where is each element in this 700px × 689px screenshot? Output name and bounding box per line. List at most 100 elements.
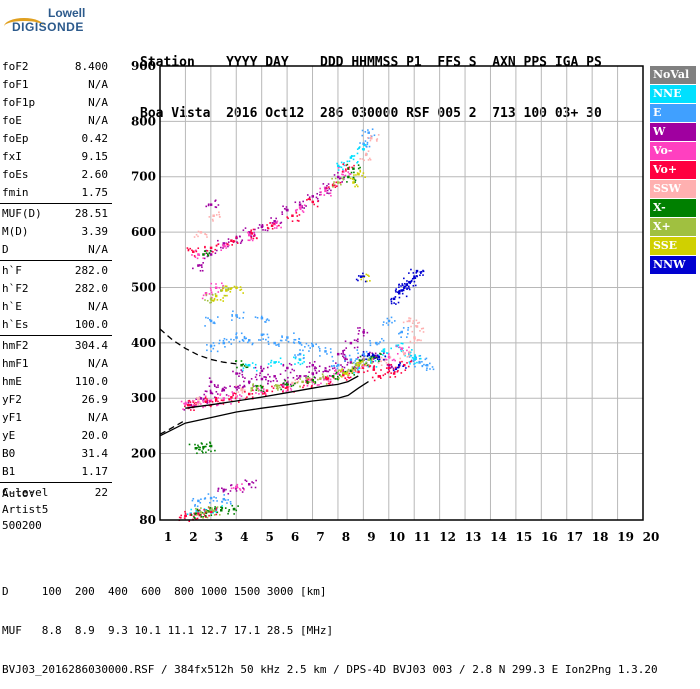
data-point-echo — [194, 517, 196, 519]
data-point-echo — [279, 357, 282, 360]
data-point-echo — [188, 399, 191, 402]
param-row: h`F 282.0 — [0, 262, 112, 280]
param-row: C-level 22 — [0, 484, 112, 502]
data-point-echo — [180, 400, 183, 403]
data-point-echo — [340, 375, 343, 378]
data-point-echo — [357, 327, 359, 329]
data-point-echo — [420, 270, 423, 273]
data-point-echo — [322, 183, 325, 185]
data-point-echo — [269, 222, 271, 224]
logo-line2: DIGISONDE — [12, 20, 84, 34]
data-point — [298, 375, 302, 378]
data-point-echo — [223, 489, 226, 492]
data-point-echo — [284, 383, 287, 386]
data-point-echo — [350, 171, 353, 174]
data-point-echo — [228, 341, 230, 343]
data-point-echo — [252, 389, 254, 392]
data-point-echo — [268, 319, 270, 322]
data-point-echo — [367, 364, 370, 366]
legend-item-vo-: Vo+ — [650, 161, 696, 179]
data-point-echo — [429, 362, 431, 365]
data-point-echo — [254, 366, 257, 369]
data-point-echo — [387, 324, 390, 326]
data-point-echo — [389, 376, 392, 378]
data-point — [194, 512, 198, 515]
data-point-echo — [198, 402, 201, 404]
data-point-echo — [240, 332, 243, 335]
data-point-echo — [365, 152, 367, 155]
data-point-echo — [233, 392, 235, 394]
data-point-echo — [416, 275, 418, 278]
data-point-echo — [415, 319, 418, 322]
data-point — [387, 366, 391, 370]
data-point-echo — [366, 143, 369, 146]
param-name: hmE — [2, 375, 22, 388]
data-point-echo — [208, 385, 211, 388]
data-point-echo — [330, 365, 333, 367]
data-point-echo — [239, 398, 241, 400]
data-point-echo — [221, 289, 224, 292]
data-point-echo — [242, 317, 244, 319]
data-point-echo — [195, 404, 198, 407]
data-point-echo — [222, 287, 225, 290]
data-point-echo — [261, 225, 263, 228]
data-point-echo — [385, 322, 388, 324]
data-point-echo — [391, 321, 393, 324]
data-point-echo — [318, 365, 321, 368]
data-point-echo — [349, 376, 352, 379]
data-point-echo — [219, 393, 222, 395]
data-point-echo — [243, 380, 245, 383]
data-point-echo — [199, 448, 201, 451]
param-row: MUF(D) 28.51 — [0, 205, 112, 223]
data-point-echo — [202, 448, 205, 450]
data-point-echo — [212, 347, 215, 350]
data-point-echo — [205, 293, 208, 296]
data-point-echo — [316, 205, 319, 208]
data-point-echo — [178, 516, 181, 519]
data-point-echo — [408, 355, 410, 357]
data-point-echo — [398, 284, 400, 286]
data-point-echo — [282, 205, 284, 208]
data-point-echo — [235, 394, 238, 397]
data-point-echo — [201, 443, 203, 445]
data-point-echo — [262, 333, 265, 336]
data-point-echo — [217, 384, 219, 387]
data-point-echo — [229, 290, 232, 293]
data-point-echo — [229, 288, 231, 290]
chart-tick-labels: 1 2 3 4 5 6 7 8 9 10 11 12 13 14 15 16 17 18 19 20802003004… — [131, 59, 659, 544]
data-point-echo — [193, 236, 196, 238]
data-point-echo — [258, 224, 261, 226]
data-point-echo — [266, 318, 269, 320]
data-point — [209, 246, 213, 250]
data-point-echo — [284, 369, 287, 372]
data-point-echo — [209, 501, 211, 504]
data-point-echo — [222, 387, 224, 390]
data-point — [357, 172, 360, 176]
data-point-echo — [294, 338, 297, 341]
data-point-echo — [264, 392, 267, 395]
data-point-echo — [196, 508, 199, 511]
data-point-echo — [289, 387, 292, 390]
data-point-echo — [217, 490, 219, 492]
data-point-echo — [342, 369, 345, 371]
data-point-echo — [432, 368, 435, 371]
data-point-echo — [335, 369, 337, 371]
data-point-echo — [398, 346, 401, 349]
data-point-echo — [204, 400, 206, 403]
data-point — [265, 389, 269, 392]
data-point — [247, 231, 251, 234]
data-point — [235, 314, 238, 317]
data-point-echo — [346, 358, 348, 361]
data-point-echo — [189, 401, 192, 403]
footer-file-info: BVJ03_2016286030000.RSF / 384fx512h 50 k… — [2, 663, 658, 676]
data-point-echo — [258, 339, 260, 341]
data-point-echo — [397, 344, 400, 346]
data-point-echo — [195, 233, 198, 236]
data-point-echo — [408, 350, 410, 353]
data-point-echo — [189, 409, 192, 411]
data-point-echo — [188, 520, 191, 522]
data-point — [197, 499, 200, 503]
data-point-echo — [337, 176, 339, 178]
data-point-echo — [362, 367, 365, 369]
data-point-echo — [390, 300, 393, 303]
